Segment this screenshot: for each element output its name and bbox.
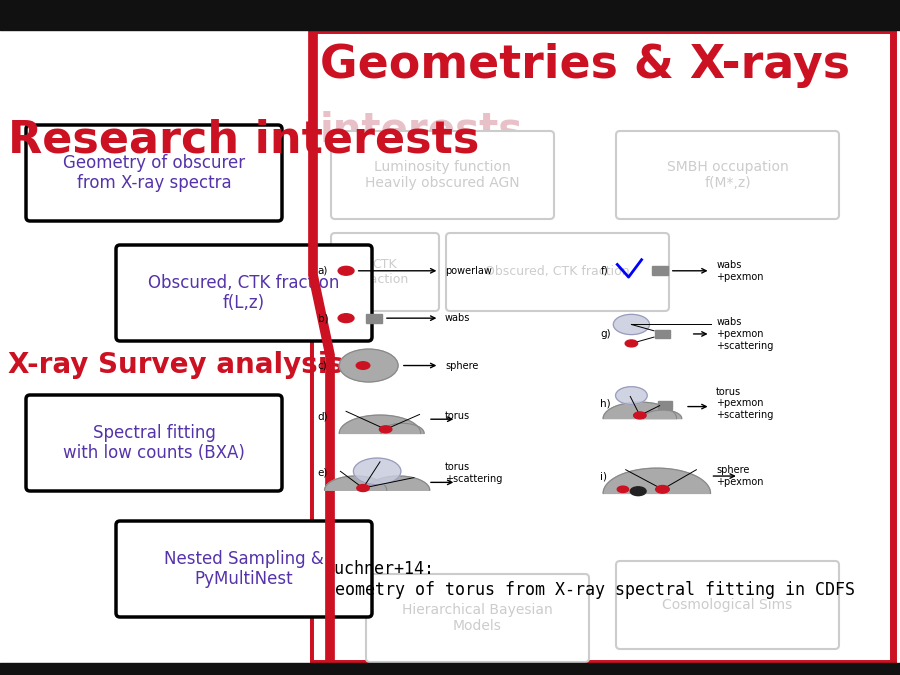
Text: f): f) xyxy=(600,266,608,276)
Text: Research interests: Research interests xyxy=(8,119,480,161)
Text: SMBH occupation
f(M*,z): SMBH occupation f(M*,z) xyxy=(667,160,788,190)
Text: Geometry of obscurer
from X-ray spectra: Geometry of obscurer from X-ray spectra xyxy=(63,154,245,192)
Text: e): e) xyxy=(318,468,328,478)
Text: b): b) xyxy=(318,313,328,323)
Text: Buchner+14:
Geometry of torus from X-ray spectral fitting in CDFS: Buchner+14: Geometry of torus from X-ray… xyxy=(325,560,855,599)
Bar xyxy=(0,30,310,663)
Circle shape xyxy=(626,340,637,347)
Bar xyxy=(652,267,668,275)
FancyBboxPatch shape xyxy=(366,574,589,662)
Text: h): h) xyxy=(600,398,611,408)
Text: X-ray Survey analysis: X-ray Survey analysis xyxy=(8,351,344,379)
Circle shape xyxy=(634,412,646,419)
FancyBboxPatch shape xyxy=(446,233,669,311)
Text: Obscured, CTK fraction: Obscured, CTK fraction xyxy=(485,265,630,279)
Circle shape xyxy=(617,486,628,493)
Polygon shape xyxy=(644,410,681,418)
FancyBboxPatch shape xyxy=(26,395,282,491)
Text: sphere: sphere xyxy=(445,360,478,371)
Text: Hierarchical Bayesian
Models: Hierarchical Bayesian Models xyxy=(402,603,553,633)
Polygon shape xyxy=(603,402,677,418)
Text: g): g) xyxy=(600,329,611,339)
Text: Geometries & X-rays: Geometries & X-rays xyxy=(320,43,850,88)
Polygon shape xyxy=(603,468,710,493)
FancyBboxPatch shape xyxy=(331,131,554,219)
FancyBboxPatch shape xyxy=(331,233,439,311)
Circle shape xyxy=(356,362,370,369)
Text: powerlaw: powerlaw xyxy=(445,266,491,276)
Text: Nested Sampling &
PyMultiNest: Nested Sampling & PyMultiNest xyxy=(164,549,324,589)
FancyBboxPatch shape xyxy=(616,131,839,219)
Circle shape xyxy=(338,314,354,323)
Text: Obscured, CTK fraction
f(L,z): Obscured, CTK fraction f(L,z) xyxy=(148,273,339,313)
Text: Cosmological Sims: Cosmological Sims xyxy=(662,598,793,612)
Circle shape xyxy=(356,485,369,491)
Polygon shape xyxy=(381,423,424,433)
Text: a): a) xyxy=(318,266,328,276)
Text: d): d) xyxy=(318,411,328,421)
Circle shape xyxy=(339,349,398,382)
Bar xyxy=(366,314,382,323)
Text: Spectral fitting
with low counts (BXA): Spectral fitting with low counts (BXA) xyxy=(63,424,245,462)
Text: Luminosity function
Heavily obscured AGN: Luminosity function Heavily obscured AGN xyxy=(365,160,520,190)
Circle shape xyxy=(380,426,392,433)
Text: CTK
fraction: CTK fraction xyxy=(361,258,410,286)
FancyBboxPatch shape xyxy=(116,521,372,617)
Bar xyxy=(654,329,670,338)
Circle shape xyxy=(630,487,646,495)
Circle shape xyxy=(656,485,670,493)
Text: wabs
+pexmon: wabs +pexmon xyxy=(716,260,763,281)
Bar xyxy=(658,401,672,409)
FancyBboxPatch shape xyxy=(26,125,282,221)
Text: wabs: wabs xyxy=(445,313,471,323)
Text: torus: torus xyxy=(445,411,470,421)
Circle shape xyxy=(338,267,354,275)
Circle shape xyxy=(354,458,400,485)
FancyBboxPatch shape xyxy=(616,561,839,649)
Text: wabs
+pexmon
+scattering: wabs +pexmon +scattering xyxy=(716,317,773,350)
Bar xyxy=(310,30,893,663)
Text: torus
+scattering: torus +scattering xyxy=(445,462,502,484)
Text: i): i) xyxy=(600,471,608,481)
Text: sphere
+pexmon: sphere +pexmon xyxy=(716,465,763,487)
Text: c): c) xyxy=(318,360,328,371)
Polygon shape xyxy=(367,476,429,490)
Text: torus
+pexmon
+scattering: torus +pexmon +scattering xyxy=(716,387,773,420)
Circle shape xyxy=(613,315,650,335)
Text: interests: interests xyxy=(320,110,523,150)
Polygon shape xyxy=(339,415,420,433)
Polygon shape xyxy=(325,476,387,490)
FancyBboxPatch shape xyxy=(116,245,372,341)
Circle shape xyxy=(616,387,647,404)
